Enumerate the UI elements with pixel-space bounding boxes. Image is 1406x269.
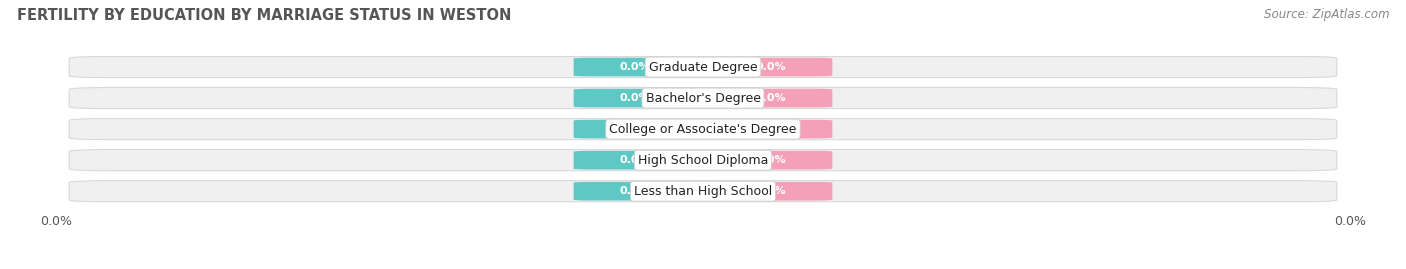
- Text: High School Diploma: High School Diploma: [638, 154, 768, 167]
- FancyBboxPatch shape: [574, 182, 696, 200]
- Text: 0.0%: 0.0%: [620, 186, 651, 196]
- FancyBboxPatch shape: [710, 89, 832, 107]
- FancyBboxPatch shape: [574, 120, 696, 139]
- Text: College or Associate's Degree: College or Associate's Degree: [609, 123, 797, 136]
- Text: 0.0%: 0.0%: [755, 155, 786, 165]
- Text: 0.0%: 0.0%: [620, 124, 651, 134]
- Text: Source: ZipAtlas.com: Source: ZipAtlas.com: [1264, 8, 1389, 21]
- FancyBboxPatch shape: [710, 151, 832, 169]
- FancyBboxPatch shape: [69, 150, 1337, 171]
- FancyBboxPatch shape: [69, 56, 1337, 77]
- FancyBboxPatch shape: [710, 120, 832, 139]
- Text: 0.0%: 0.0%: [620, 155, 651, 165]
- Text: 0.0%: 0.0%: [755, 124, 786, 134]
- FancyBboxPatch shape: [574, 58, 696, 76]
- Text: FERTILITY BY EDUCATION BY MARRIAGE STATUS IN WESTON: FERTILITY BY EDUCATION BY MARRIAGE STATU…: [17, 8, 512, 23]
- FancyBboxPatch shape: [710, 58, 832, 76]
- Text: 0.0%: 0.0%: [755, 93, 786, 103]
- FancyBboxPatch shape: [69, 119, 1337, 140]
- Text: Graduate Degree: Graduate Degree: [648, 61, 758, 73]
- Text: 0.0%: 0.0%: [620, 93, 651, 103]
- FancyBboxPatch shape: [710, 182, 832, 200]
- Text: Bachelor's Degree: Bachelor's Degree: [645, 91, 761, 105]
- FancyBboxPatch shape: [574, 151, 696, 169]
- Text: 0.0%: 0.0%: [755, 62, 786, 72]
- Text: 0.0%: 0.0%: [620, 62, 651, 72]
- FancyBboxPatch shape: [69, 181, 1337, 202]
- Text: 0.0%: 0.0%: [755, 186, 786, 196]
- Text: Less than High School: Less than High School: [634, 185, 772, 198]
- FancyBboxPatch shape: [574, 89, 696, 107]
- FancyBboxPatch shape: [69, 87, 1337, 109]
